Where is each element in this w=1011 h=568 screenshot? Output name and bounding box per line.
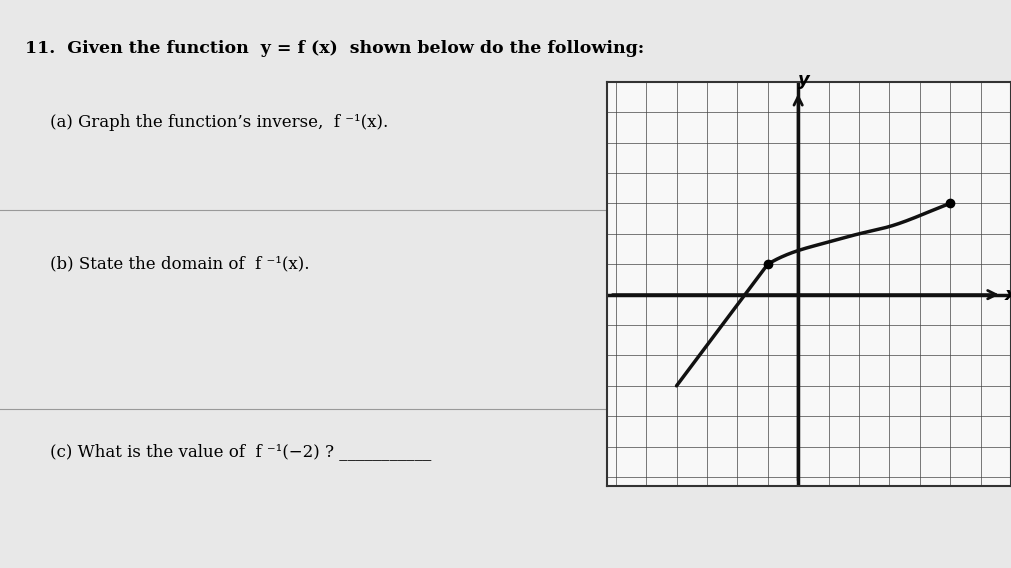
Text: y: y (799, 72, 810, 89)
Text: (b) State the domain of  f ⁻¹(x).: (b) State the domain of f ⁻¹(x). (51, 256, 309, 273)
Text: (a) Graph the function’s inverse,  f ⁻¹(x).: (a) Graph the function’s inverse, f ⁻¹(x… (51, 114, 388, 131)
Text: (c) What is the value of  f ⁻¹(−2) ? ___________: (c) What is the value of f ⁻¹(−2) ? ____… (51, 443, 432, 460)
Text: x: x (1005, 286, 1011, 304)
Text: 11.  Given the function  y = f (x)  shown below do the following:: 11. Given the function y = f (x) shown b… (25, 40, 644, 57)
